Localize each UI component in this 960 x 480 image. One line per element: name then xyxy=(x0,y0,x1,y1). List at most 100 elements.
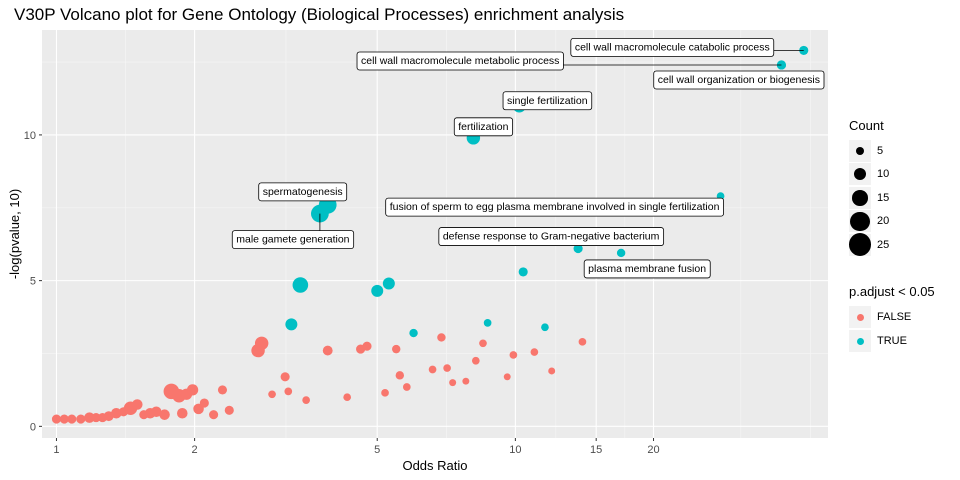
color-legend-item: TRUE xyxy=(849,329,935,353)
point-nonsignificant xyxy=(548,367,556,375)
point-significant xyxy=(409,328,418,338)
size-legend-dot xyxy=(855,146,865,155)
y-tick-label: 0 xyxy=(30,421,36,433)
point-labels: cell wall macromolecule catabolic proces… xyxy=(231,38,825,279)
point-label: fusion of sperm to egg plasma membrane i… xyxy=(385,197,725,217)
point-label-text: fertilization xyxy=(458,121,508,133)
size-legend-dot xyxy=(852,189,868,206)
point-nonsignificant xyxy=(530,348,539,356)
size-legend-label: 25 xyxy=(877,238,890,251)
size-legend-label: 10 xyxy=(877,168,890,181)
point-label-box xyxy=(453,117,514,137)
point-nonsignificant xyxy=(209,410,219,420)
x-tick-label: 10 xyxy=(509,444,521,456)
size-legend-item: 25 xyxy=(849,233,889,257)
color-legend-key xyxy=(849,330,871,352)
point-nonsignificant xyxy=(59,414,69,424)
point-nonsignificant xyxy=(392,344,401,354)
point-nonsignificant xyxy=(509,351,518,359)
color-legend-dot xyxy=(856,337,864,345)
color-legend-title: p.adjust < 0.05 xyxy=(849,284,935,299)
point-label-text: cell wall macromolecule metabolic proces… xyxy=(361,55,559,67)
size-legend: Count 5 10 15 20 25 xyxy=(849,118,889,257)
point-nonsignificant xyxy=(224,405,234,415)
color-legend-dot xyxy=(856,313,864,321)
point-nonsignificant xyxy=(91,413,101,423)
point-nonsignificant xyxy=(84,412,95,423)
color-legend-key xyxy=(849,306,871,328)
point-nonsignificant xyxy=(362,341,372,351)
x-tick-label: 1 xyxy=(53,444,59,456)
x-tick-label: 20 xyxy=(647,444,659,456)
point-nonsignificant xyxy=(217,385,228,395)
point-nonsignificant xyxy=(284,387,293,396)
point-nonsignificant xyxy=(449,379,457,387)
size-legend-key xyxy=(849,139,871,162)
point-label-text: cell wall macromolecule catabolic proces… xyxy=(575,41,770,53)
point-label-text: male gamete generation xyxy=(236,234,349,246)
point-nonsignificant xyxy=(428,365,437,374)
point-nonsignificant xyxy=(254,336,269,351)
point-label-box xyxy=(385,197,725,217)
point-label-box xyxy=(438,227,665,246)
point-label-box xyxy=(653,70,825,90)
size-legend-label: 20 xyxy=(877,215,890,228)
color-legend-label: TRUE xyxy=(877,335,907,347)
point-nonsignificant xyxy=(503,373,511,381)
point-label: plasma membrane fusion xyxy=(583,259,711,279)
point-nonsignificant xyxy=(199,398,209,408)
point-label-text: single fertilization xyxy=(507,95,588,107)
point-label: cell wall organization or biogenesis xyxy=(653,70,825,90)
y-axis-label: -log(pvalue, 10) xyxy=(7,189,22,279)
point-label-text: cell wall organization or biogenesis xyxy=(658,74,820,86)
point-nonsignificant xyxy=(322,345,333,356)
point-nonsignificant xyxy=(343,393,352,402)
point-nonsignificant xyxy=(159,409,170,420)
size-legend-dot xyxy=(854,168,866,181)
point-label-text: fusion of sperm to egg plasma membrane i… xyxy=(390,201,720,213)
point-nonsignificant xyxy=(131,399,143,410)
point-significant xyxy=(292,277,309,293)
color-legend-label: FALSE xyxy=(877,311,912,323)
size-legend-dot xyxy=(849,233,871,257)
size-legend-key xyxy=(849,186,871,209)
point-significant xyxy=(483,319,492,327)
size-legend-title: Count xyxy=(849,118,884,133)
point-nonsignificant xyxy=(479,339,487,348)
axis-ticks: 1 2 5 10 15 20 0 5 10 xyxy=(24,130,660,456)
y-tick-label: 5 xyxy=(30,276,36,288)
point-nonsignificant xyxy=(268,390,276,399)
size-legend-label: 5 xyxy=(877,144,884,157)
x-tick-label: 5 xyxy=(374,444,380,456)
point-nonsignificant xyxy=(176,407,188,419)
size-legend-item: 5 xyxy=(849,139,889,163)
x-tick-label: 15 xyxy=(590,444,602,456)
point-label-box xyxy=(258,182,348,202)
size-legend-key xyxy=(849,233,871,257)
x-tick-label: 2 xyxy=(192,444,198,456)
point-nonsignificant xyxy=(302,396,310,404)
point-label: spermatogenesis xyxy=(258,182,348,202)
size-legend-item: 20 xyxy=(849,210,889,234)
point-nonsignificant xyxy=(150,406,162,418)
point-nonsignificant xyxy=(280,372,290,382)
color-legend-item: FALSE xyxy=(849,305,935,329)
point-nonsignificant xyxy=(402,383,411,391)
point-nonsignificant xyxy=(110,407,122,419)
point-nonsignificant xyxy=(443,364,451,372)
y-tick-label: 10 xyxy=(24,130,36,142)
point-label-box xyxy=(583,259,711,279)
point-significant xyxy=(541,323,549,332)
point-nonsignificant xyxy=(67,414,77,424)
x-axis-label: Odds Ratio xyxy=(402,458,467,473)
point-label: male gamete generation xyxy=(231,213,355,250)
point-label: defense response to Gram-negative bacter… xyxy=(438,227,665,246)
point-label-box xyxy=(570,38,775,57)
size-legend-item: 10 xyxy=(849,163,889,187)
point-significant xyxy=(518,267,528,277)
point-label: cell wall macromolecule catabolic proces… xyxy=(570,38,804,57)
point-nonsignificant xyxy=(186,384,199,396)
point-label: single fertilization xyxy=(502,91,593,111)
point-significant xyxy=(285,318,298,331)
